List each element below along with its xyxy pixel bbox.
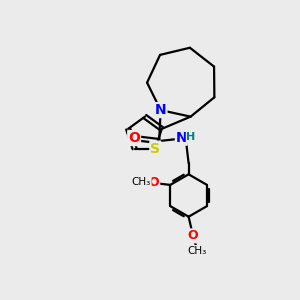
Text: H: H bbox=[186, 132, 196, 142]
Text: S: S bbox=[150, 142, 160, 156]
Text: N: N bbox=[176, 131, 187, 145]
Text: CH₃: CH₃ bbox=[132, 176, 151, 187]
Text: N: N bbox=[155, 103, 167, 117]
Text: O: O bbox=[188, 229, 198, 242]
Text: O: O bbox=[149, 176, 159, 190]
Text: CH₃: CH₃ bbox=[188, 246, 207, 256]
Text: O: O bbox=[128, 131, 140, 145]
